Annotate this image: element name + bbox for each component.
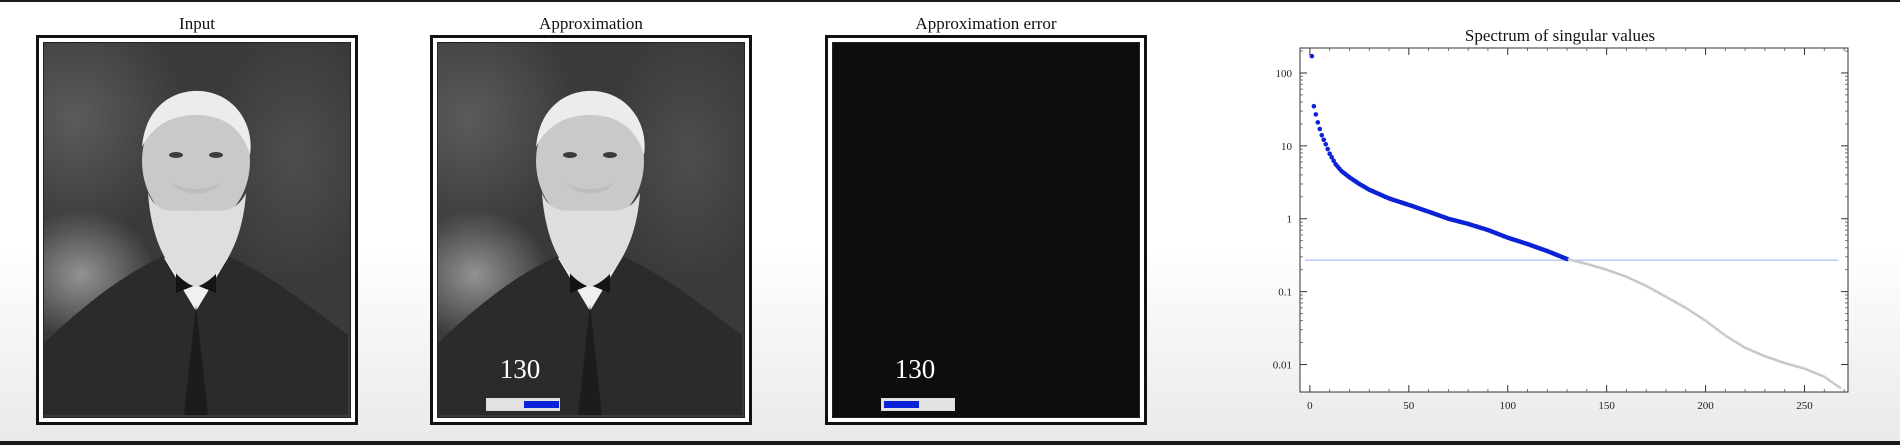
- discarded-singular-value-point: [1826, 378, 1830, 381]
- discarded-singular-value-point: [1822, 375, 1826, 379]
- error-panel-title: Approximation error: [915, 14, 1057, 33]
- discarded-singular-value-point: [1712, 325, 1715, 329]
- rank-slider[interactable]: [881, 398, 955, 411]
- discarded-singular-value-point: [1700, 316, 1704, 320]
- x-tick-label: 200: [1697, 400, 1714, 412]
- singular-value-point: [1317, 126, 1323, 132]
- discarded-singular-value-point: [1834, 383, 1838, 387]
- discarded-singular-value-point: [1830, 380, 1834, 384]
- discarded-singular-value-point: [1706, 320, 1709, 324]
- top-rule: [0, 0, 1900, 2]
- singular-value-point: [1315, 120, 1321, 125]
- discarded-singular-value-point: [1698, 315, 1702, 319]
- discarded-singular-value-point: [1688, 308, 1692, 312]
- x-tick-label: 250: [1796, 400, 1813, 412]
- singular-value-point: [1319, 132, 1325, 138]
- singular-value-point: [1327, 151, 1332, 157]
- y-tick-label: 10: [1281, 141, 1293, 153]
- discarded-singular-value-point: [1702, 317, 1705, 321]
- x-tick-label: 100: [1499, 400, 1516, 412]
- rank-slider[interactable]: [486, 398, 560, 411]
- discarded-singular-value-point: [1686, 307, 1690, 311]
- discarded-singular-value-point: [1696, 314, 1700, 317]
- discarded-singular-value-point: [1718, 329, 1721, 333]
- discarded-singular-value-point: [1721, 332, 1725, 336]
- discarded-singular-value-point: [1708, 322, 1711, 326]
- y-tick-label: 100: [1276, 68, 1293, 80]
- singular-value-point: [1331, 158, 1336, 164]
- input-image: [43, 42, 351, 418]
- x-tick-label: 0: [1307, 400, 1313, 412]
- x-tick-label: 50: [1403, 400, 1415, 412]
- discarded-singular-value-point: [1832, 382, 1836, 386]
- approximation-image: 130: [437, 42, 745, 418]
- y-tick-label: 0.01: [1273, 360, 1292, 372]
- plot-frame: [1299, 47, 1849, 393]
- error-image: 130: [832, 42, 1140, 418]
- x-tick-label: 150: [1598, 400, 1615, 412]
- bottom-rule: [0, 441, 1900, 445]
- chart-title: Spectrum of singular values: [1464, 26, 1656, 45]
- discarded-singular-value-point: [1828, 379, 1832, 383]
- singular-value-point: [1309, 53, 1315, 59]
- discarded-singular-value-point: [1716, 328, 1719, 331]
- approximation-image-frame: 130: [430, 35, 752, 425]
- portrait-figure: [438, 90, 742, 415]
- y-tick-label: 0.1: [1278, 287, 1292, 299]
- discarded-singular-value-point: [1836, 384, 1840, 388]
- error-field: [833, 43, 1139, 417]
- singular-value-point: [1323, 142, 1329, 147]
- singular-value-point: [1311, 103, 1317, 109]
- singular-value-point: [1325, 146, 1330, 152]
- y-tick-label: 1: [1287, 214, 1293, 226]
- error-image-frame: 130: [825, 35, 1147, 425]
- rank-value: 130: [894, 354, 936, 384]
- discarded-singular-value-point: [1690, 310, 1694, 314]
- singular-value-point: [1329, 154, 1334, 160]
- discarded-singular-value-point: [1692, 311, 1696, 315]
- singular-value-point: [1313, 112, 1319, 117]
- discarded-singular-value-point: [1684, 306, 1688, 310]
- rank-slider-fill: [524, 401, 559, 408]
- discarded-singular-value-point: [1714, 326, 1717, 330]
- singular-value-point: [1321, 137, 1327, 143]
- discarded-singular-value-point: [1824, 376, 1828, 380]
- approximation-panel-title: Approximation: [539, 14, 643, 33]
- input-image-frame: [36, 35, 358, 425]
- discarded-singular-value-point: [1719, 331, 1723, 334]
- rank-slider-fill: [884, 401, 919, 408]
- discarded-singular-value-point: [1694, 312, 1698, 316]
- singular-values-chart: 0.01 0.1 1 10 100 0 50 100 150 200 250: [1273, 47, 1849, 412]
- rank-value: 130: [499, 354, 541, 384]
- discarded-singular-value-point: [1838, 386, 1842, 390]
- discarded-singular-value-point: [1704, 319, 1707, 323]
- input-panel-title: Input: [179, 14, 215, 33]
- portrait-figure: [44, 90, 348, 415]
- discarded-singular-value-point: [1710, 323, 1713, 327]
